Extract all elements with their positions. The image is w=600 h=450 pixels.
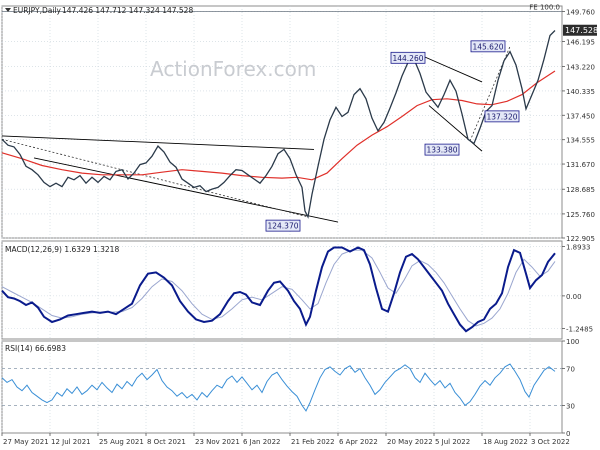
x-tick-label: 6 Apr 2022 xyxy=(339,438,378,446)
rsi-tick-label: 70 xyxy=(566,366,575,374)
x-tick-label: 3 Oct 2022 xyxy=(531,438,570,446)
annotation-label: 133.380 xyxy=(426,146,457,155)
rsi-tick-label: 0 xyxy=(566,430,570,438)
price-tick-label: 140.335 xyxy=(566,88,595,96)
x-tick-label: 25 Aug 2021 xyxy=(99,438,144,446)
x-axis: 27 May 2021 12 Jul 2021 25 Aug 2021 8 Oct 2… xyxy=(1,433,570,446)
price-panel: ActionForex.com 124.370 144.260 133.380 145… xyxy=(1,3,598,243)
macd-panel: 1.8933 0.00 -1.2485 MACD(12,26,9) 1.6329 1… xyxy=(1,240,593,340)
last-price-tag: 147.528 xyxy=(563,24,598,36)
price-tick-label: 143.220 xyxy=(566,64,595,72)
price-line xyxy=(1,30,556,219)
rsi-panel: 100 70 30 0 RSI(14) 66.6983 xyxy=(1,338,579,438)
watermark: ActionForex.com xyxy=(150,57,316,81)
rsi-line xyxy=(1,363,556,412)
last-price-value: 147.528 xyxy=(565,26,598,35)
macd-tick-label: -1.2485 xyxy=(566,326,593,334)
price-y-axis: 149.760 146.195 143.220 140.335 137.450 134.5… xyxy=(562,8,595,243)
price-annotations: 124.370 144.260 133.380 145.620 137.320 xyxy=(265,40,520,232)
fe-level-label: FE 100.0 xyxy=(529,3,560,11)
annotation-label: 124.370 xyxy=(267,222,298,231)
annotation-label: 137.320 xyxy=(486,112,517,121)
rsi-tick-label: 30 xyxy=(566,402,575,410)
annotation-label: 144.260 xyxy=(392,54,423,63)
ohlc-values: 147.426 147.712 147.324 147.528 xyxy=(62,6,193,15)
x-tick-label: 12 Jul 2021 xyxy=(51,438,91,446)
x-tick-label: 6 Jan 2022 xyxy=(243,438,281,446)
price-annotation: 124.370 xyxy=(265,219,301,232)
rsi-label: RSI(14) 66.6983 xyxy=(5,344,66,353)
price-trendlines xyxy=(1,46,511,223)
chevron-down-icon[interactable] xyxy=(5,8,11,12)
annotation-label: 145.620 xyxy=(472,42,503,51)
price-annotation: 133.380 xyxy=(424,143,460,156)
price-tick-label: 146.195 xyxy=(566,38,595,46)
macd-tick-label: 1.8933 xyxy=(566,243,591,251)
x-tick-label: 8 Oct 2021 xyxy=(147,438,186,446)
trendline xyxy=(33,157,339,223)
price-tick-label: 125.760 xyxy=(566,211,595,219)
annotation-box xyxy=(390,51,426,64)
annotation-box xyxy=(424,143,460,156)
macd-line xyxy=(1,246,556,333)
projection-line xyxy=(1,138,309,218)
macd-y-axis: 1.8933 0.00 -1.2485 xyxy=(562,243,593,334)
annotation-box xyxy=(470,40,506,53)
rsi-grid xyxy=(1,341,562,433)
annotation-box xyxy=(484,110,520,123)
price-tick-label: 137.450 xyxy=(566,112,595,120)
price-annotation: 145.620 xyxy=(470,40,506,53)
price-tick-label: 134.555 xyxy=(566,137,595,145)
x-tick-label: 27 May 2021 xyxy=(3,438,49,446)
x-tick-label: 21 Feb 2022 xyxy=(291,438,335,446)
macd-label: MACD(12,26,9) 1.6329 1.3218 xyxy=(5,245,119,254)
rsi-y-axis: 100 70 30 0 xyxy=(562,338,579,438)
annotation-box xyxy=(265,219,301,232)
x-tick-label: 18 Aug 2022 xyxy=(483,438,528,446)
trendline xyxy=(423,56,483,83)
price-tick-label: 122.905 xyxy=(566,235,595,243)
price-tick-label: 131.670 xyxy=(566,161,595,169)
trendline xyxy=(1,135,315,150)
chart-header: EURJPY,Daily 147.426 147.712 147.324 147… xyxy=(5,6,193,15)
sma-line xyxy=(1,70,556,181)
x-tick-label: 20 May 2022 xyxy=(387,438,433,446)
x-tick-label: 23 Nov 2021 xyxy=(195,438,240,446)
price-tick-label: 149.760 xyxy=(566,8,595,16)
price-annotation: 137.320 xyxy=(484,110,520,123)
x-tick-label: 5 Jul 2022 xyxy=(435,438,470,446)
rsi-tick-label: 100 xyxy=(566,338,579,346)
macd-grid xyxy=(1,241,562,339)
chart-title: EURJPY,Daily xyxy=(13,6,62,15)
price-tick-label: 128.685 xyxy=(566,186,595,194)
price-annotation: 144.260 xyxy=(390,51,426,64)
last-price-box xyxy=(563,24,597,36)
macd-tick-label: 0.00 xyxy=(566,293,582,301)
